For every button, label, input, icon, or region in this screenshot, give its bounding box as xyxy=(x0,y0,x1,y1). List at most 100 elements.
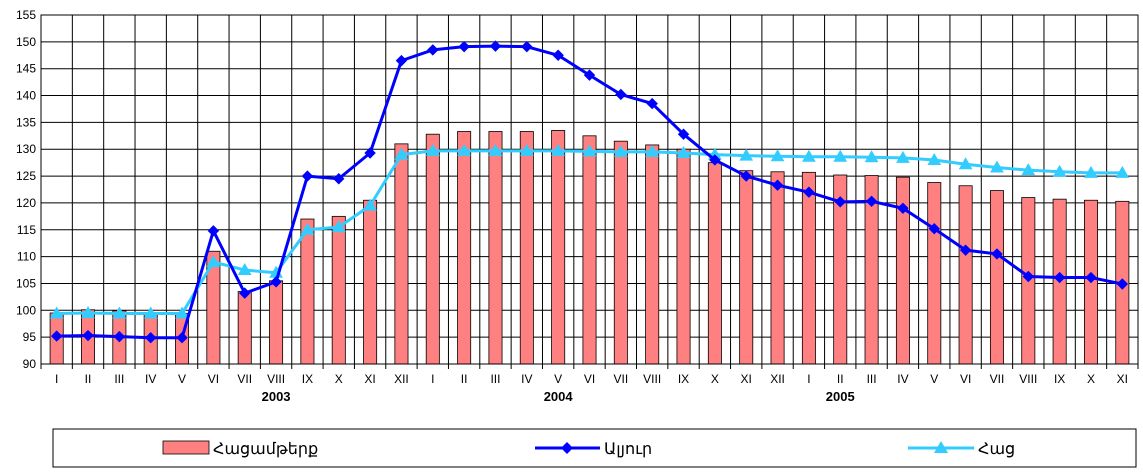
point xyxy=(959,244,972,256)
point xyxy=(770,149,785,162)
legend: Հացամթերք Ալյուր Հաց xyxy=(52,428,1137,468)
bar xyxy=(488,131,503,365)
x-tick-label: IX xyxy=(302,372,313,386)
year-label: 2003 xyxy=(262,389,291,404)
point xyxy=(676,145,691,158)
legend-swatch-bar xyxy=(162,440,210,455)
point xyxy=(1116,278,1129,290)
point xyxy=(802,149,816,162)
bar xyxy=(927,182,942,365)
gridlines xyxy=(40,14,1139,365)
point xyxy=(425,143,440,156)
x-tick-label: X xyxy=(335,372,343,386)
x-tick-label: II xyxy=(837,372,844,386)
point xyxy=(1053,271,1066,284)
point xyxy=(237,263,252,276)
x-tick-label: I xyxy=(807,372,810,386)
y-tick-label: 110 xyxy=(17,250,36,264)
point xyxy=(82,329,94,342)
bar xyxy=(519,131,534,365)
y-tick-label: 145 xyxy=(16,62,36,76)
x-tick-label: VII xyxy=(237,372,252,386)
point xyxy=(1084,165,1098,178)
point xyxy=(865,195,878,208)
y-tick-label: 100 xyxy=(16,303,36,317)
bar xyxy=(300,218,315,365)
point xyxy=(897,202,909,214)
point xyxy=(300,222,315,235)
legend-marker-triangle xyxy=(934,441,948,453)
point xyxy=(457,143,471,156)
point xyxy=(395,54,408,67)
point xyxy=(615,88,627,101)
point xyxy=(1021,163,1036,176)
bar xyxy=(394,143,409,365)
x-tick-label: II xyxy=(85,372,92,386)
point xyxy=(458,40,470,53)
bar xyxy=(457,131,472,365)
x-tick-label: V xyxy=(554,372,562,386)
point xyxy=(488,143,503,156)
point xyxy=(143,306,158,319)
bar xyxy=(237,291,252,365)
point xyxy=(927,152,942,165)
point xyxy=(583,69,596,81)
x-tick-label: III xyxy=(114,372,124,386)
y-tick-label: 155 xyxy=(16,8,36,22)
point xyxy=(709,154,721,166)
x-tick-label: IV xyxy=(521,372,532,386)
point xyxy=(582,144,597,157)
x-tick-label: X xyxy=(1087,372,1095,386)
x-tick-label: VI xyxy=(208,372,219,386)
point xyxy=(991,248,1003,260)
x-tick-label: XI xyxy=(741,372,752,386)
x-tick-label: X xyxy=(711,372,719,386)
x-tick-label: VII xyxy=(990,372,1005,386)
point xyxy=(646,97,658,110)
bar xyxy=(739,170,754,365)
bar xyxy=(363,199,378,365)
point xyxy=(833,149,848,162)
point xyxy=(645,144,660,157)
point xyxy=(1022,270,1035,283)
bar xyxy=(425,133,440,365)
bar xyxy=(613,140,628,365)
legend-label: Հաց xyxy=(978,441,1015,458)
point xyxy=(519,143,534,156)
y-tick-label: 130 xyxy=(16,142,36,156)
bar xyxy=(676,148,691,365)
point xyxy=(301,170,314,182)
point xyxy=(552,49,564,61)
point xyxy=(176,331,188,344)
legend-marker-diamond xyxy=(561,442,573,454)
x-tick-label: IV xyxy=(897,372,908,386)
x-tick-label: VIII xyxy=(1019,372,1037,386)
x-tick-label: XII xyxy=(770,372,785,386)
bar xyxy=(551,130,566,365)
x-tick-label: XI xyxy=(1117,372,1128,386)
point xyxy=(958,157,973,170)
x-tick-label: XI xyxy=(364,372,375,386)
point xyxy=(1052,164,1067,177)
legend-label: Հացամթերք xyxy=(213,441,318,458)
y-tick-label: 95 xyxy=(23,330,37,344)
point xyxy=(551,143,566,156)
legend-label: Ալյուր xyxy=(604,441,652,458)
point xyxy=(331,220,346,233)
point xyxy=(363,198,377,211)
bar xyxy=(331,215,346,365)
line-series-2 xyxy=(49,143,1130,319)
x-tick-label: VI xyxy=(960,372,971,386)
point xyxy=(1115,165,1130,178)
point xyxy=(113,330,126,343)
x-tick-label: V xyxy=(178,372,186,386)
point xyxy=(489,40,502,52)
y-tick-label: 140 xyxy=(16,89,36,103)
x-tick-label: IX xyxy=(678,372,689,386)
x-tick-label: IX xyxy=(1054,372,1065,386)
plot-border xyxy=(40,14,1139,365)
year-label: 2004 xyxy=(544,389,574,404)
point xyxy=(175,306,189,319)
y-tick-label: 120 xyxy=(16,196,36,210)
